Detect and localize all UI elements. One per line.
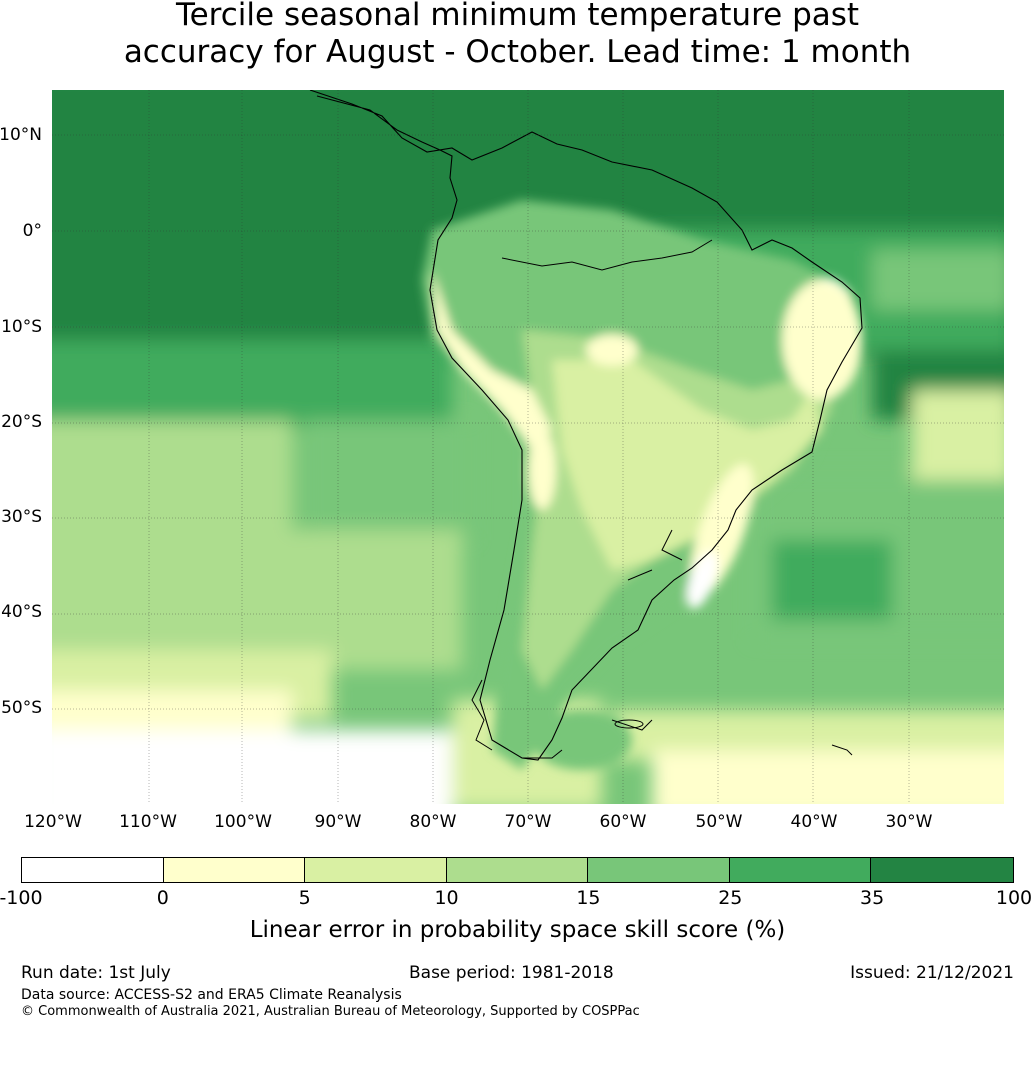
lon-label-30w: 30°W (885, 812, 933, 832)
skill-score-map (52, 90, 1004, 804)
colorbar-tick-label: 25 (718, 887, 743, 909)
lon-label-50w: 50°W (695, 812, 743, 832)
coastline-detail (471, 239, 713, 759)
lon-label-80w: 80°W (409, 812, 457, 832)
map-title-line-1: Tercile seasonal minimum temperature pas… (175, 0, 860, 33)
colorbar-segment (446, 858, 589, 882)
continent-skill (422, 200, 862, 770)
lon-label-120w: 120°W (24, 812, 82, 832)
issued-date: Issued: 21/12/2021 (850, 963, 1014, 983)
base-period: Base period: 1981-2018 (409, 963, 614, 983)
run-date: Run date: 1st July (21, 963, 171, 983)
lon-label-60w: 60°W (599, 812, 647, 832)
colorbar-tick-label: 5 (298, 887, 311, 909)
lon-label-40w: 40°W (790, 812, 838, 832)
colorbar-tick-label: 100 (995, 887, 1033, 909)
colorbar-segment (305, 858, 447, 882)
colorbar-segment (163, 858, 306, 882)
colorbar-tick-label: -100 (0, 887, 43, 909)
colorbar-segment (22, 858, 164, 882)
colorbar-tick-label: 10 (434, 887, 459, 909)
coastline (309, 90, 863, 761)
lon-label-90w: 90°W (314, 812, 362, 832)
lat-label-30s: 30°S (1, 507, 42, 527)
falkland-islands (614, 719, 644, 729)
copyright-notice: © Commonwealth of Australia 2021, Austra… (21, 1004, 640, 1019)
lat-label-50s: 50°S (1, 698, 42, 718)
colorbar-segment (729, 858, 872, 882)
colorbar (21, 857, 1014, 883)
lon-label-110w: 110°W (119, 812, 177, 832)
map-title-line-2: accuracy for August - October. Lead time… (123, 34, 912, 70)
lat-label-10s: 10°S (1, 317, 42, 337)
lat-label-10n: 10°N (0, 125, 42, 145)
lat-label-40s: 40°S (1, 602, 42, 622)
lon-label-70w: 70°W (504, 812, 552, 832)
colorbar-label: Linear error in probability space skill … (249, 917, 786, 943)
colorbar-tick-label: 0 (156, 887, 169, 909)
south-georgia (831, 744, 853, 756)
colorbar-tick-label: 35 (860, 887, 885, 909)
lat-label-0: 0° (22, 221, 42, 241)
map-svg (52, 90, 1004, 804)
graticule (52, 90, 1004, 804)
colorbar-segment (588, 858, 730, 882)
colorbar-tick-label: 15 (576, 887, 601, 909)
colorbar-segment (871, 858, 1014, 882)
lon-label-100w: 100°W (214, 812, 272, 832)
lat-label-20s: 20°S (1, 412, 42, 432)
data-source: Data source: ACCESS-S2 and ERA5 Climate … (21, 987, 402, 1003)
